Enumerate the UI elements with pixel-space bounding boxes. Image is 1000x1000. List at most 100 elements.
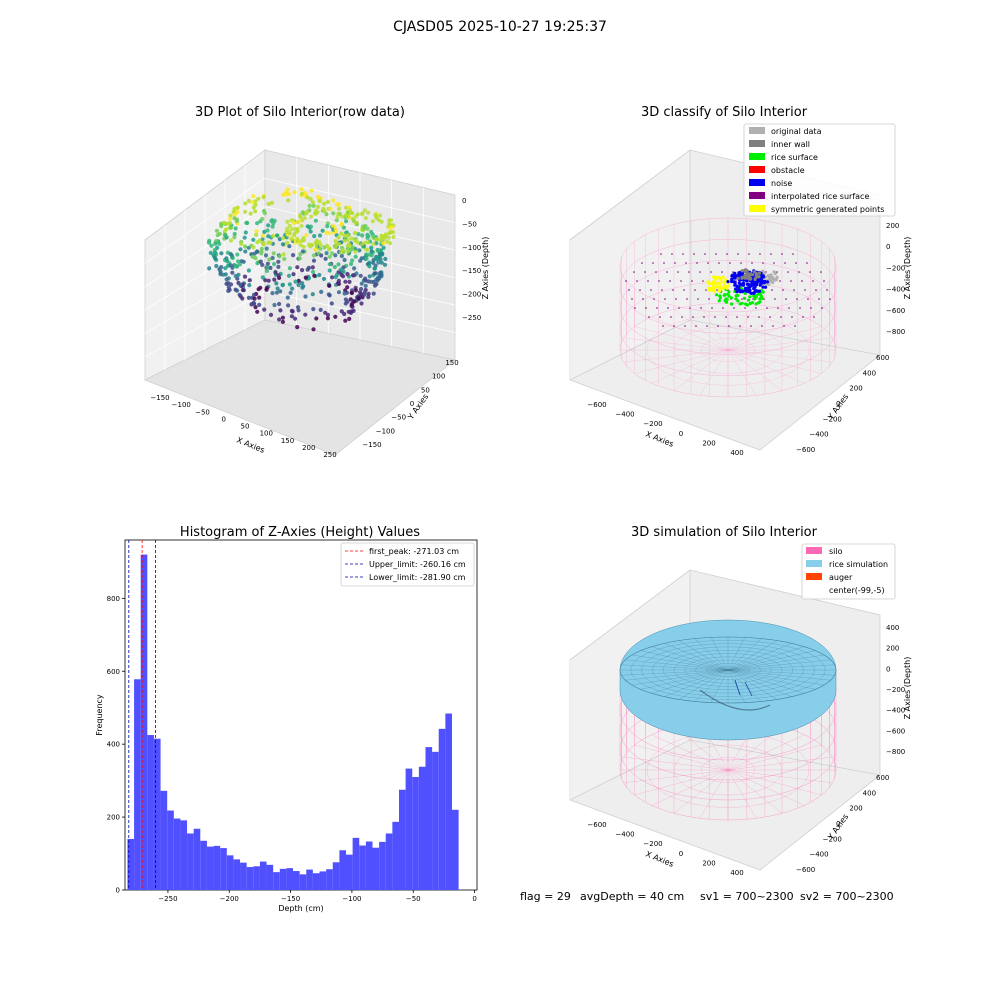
point <box>336 211 341 216</box>
point <box>327 247 331 252</box>
point <box>260 275 265 280</box>
histogram-bar <box>233 859 241 891</box>
point <box>388 230 393 235</box>
point <box>265 261 270 266</box>
point <box>287 266 292 271</box>
point <box>299 191 304 197</box>
classified-point <box>748 295 752 299</box>
panel-simulation: 3D simulation of Silo Interior −600−400−… <box>569 525 912 877</box>
interpolated-point <box>739 325 741 327</box>
panel4-x-tick-1: −400 <box>615 831 634 839</box>
classified-point <box>715 282 719 286</box>
panel4-y-tick-6: −600 <box>796 866 815 874</box>
point <box>243 230 248 235</box>
interpolated-point <box>815 289 817 291</box>
point <box>287 230 291 235</box>
interpolated-point <box>784 262 786 264</box>
panel3-y-ticks: 0 200 400 600 800 <box>107 595 125 895</box>
point <box>260 262 265 267</box>
point <box>327 262 332 267</box>
interpolated-point <box>769 316 771 318</box>
interpolated-point <box>669 280 671 282</box>
classified-point <box>761 275 765 279</box>
point <box>246 295 251 300</box>
point <box>291 272 296 277</box>
point <box>244 220 249 225</box>
point <box>300 210 305 215</box>
point <box>310 200 315 205</box>
point <box>298 214 303 219</box>
sv2-text: sv2 = 700~2300 <box>800 890 894 903</box>
interpolated-point <box>770 253 772 255</box>
point <box>365 235 370 240</box>
point <box>339 250 343 255</box>
point <box>242 274 248 279</box>
interpolated-point <box>794 325 796 327</box>
point <box>372 266 377 271</box>
point <box>376 260 381 265</box>
point <box>215 233 220 238</box>
classified-point <box>718 296 723 300</box>
interpolated-point <box>793 289 795 291</box>
interpolated-point <box>714 316 716 318</box>
panel1-z-tick-labels: 0 −50 −100 −150 −200 −250 <box>462 197 481 322</box>
classified-point <box>738 302 742 306</box>
point <box>227 221 232 226</box>
point <box>280 319 285 324</box>
point <box>324 212 329 217</box>
point <box>229 253 234 258</box>
point <box>243 244 248 249</box>
histogram-bar <box>226 855 234 890</box>
point <box>319 289 324 294</box>
point <box>378 213 383 218</box>
interpolated-point <box>706 325 708 327</box>
point <box>251 194 256 199</box>
point <box>297 219 302 224</box>
classified-point <box>757 289 762 293</box>
classified-point <box>740 289 744 293</box>
point <box>339 253 344 259</box>
point <box>303 192 308 197</box>
interpolated-point <box>750 325 752 327</box>
interpolated-point <box>809 271 811 273</box>
histogram-bar <box>418 766 426 890</box>
point <box>263 278 268 283</box>
point <box>358 286 364 292</box>
point <box>233 226 238 231</box>
legend-label-2: Lower_limit: -281.90 cm <box>369 573 466 582</box>
point <box>349 290 354 295</box>
point <box>371 260 376 265</box>
point <box>298 243 303 247</box>
point <box>228 282 234 287</box>
point <box>328 206 333 211</box>
point <box>364 252 369 257</box>
classified-point <box>744 302 748 306</box>
point <box>347 316 352 321</box>
interpolated-point <box>755 307 757 309</box>
panel4-z-axis-label: Z Axies (Depth) <box>903 657 912 720</box>
point <box>308 197 313 202</box>
point <box>270 291 275 296</box>
classified-point <box>730 274 734 278</box>
point <box>295 305 301 310</box>
panel2-x-tick-0: −600 <box>587 401 606 409</box>
panel1-x-tick-5: 100 <box>260 430 273 438</box>
point <box>239 241 244 246</box>
point <box>388 241 393 246</box>
histogram-bar <box>253 866 260 890</box>
panel1-y-tick-5: 100 <box>432 373 445 381</box>
interpolated-point <box>670 316 672 318</box>
point <box>342 311 347 317</box>
classified-point <box>719 286 723 290</box>
panel2-legend: original data inner wall rice surface obsta… <box>743 123 896 217</box>
panel3-histogram-bars <box>127 554 459 891</box>
panel4-legend: silo rice simulation auger center(-99,-5) <box>801 543 896 600</box>
point <box>271 221 276 226</box>
legend-label-1: rice simulation <box>829 560 888 569</box>
histogram-bar <box>187 833 194 890</box>
classified-point <box>740 275 744 279</box>
classified-point <box>732 280 736 284</box>
histogram-bar <box>425 747 433 890</box>
panel2-z-tick-labels: 200 0 −200 −400 −600 −800 <box>886 222 905 336</box>
